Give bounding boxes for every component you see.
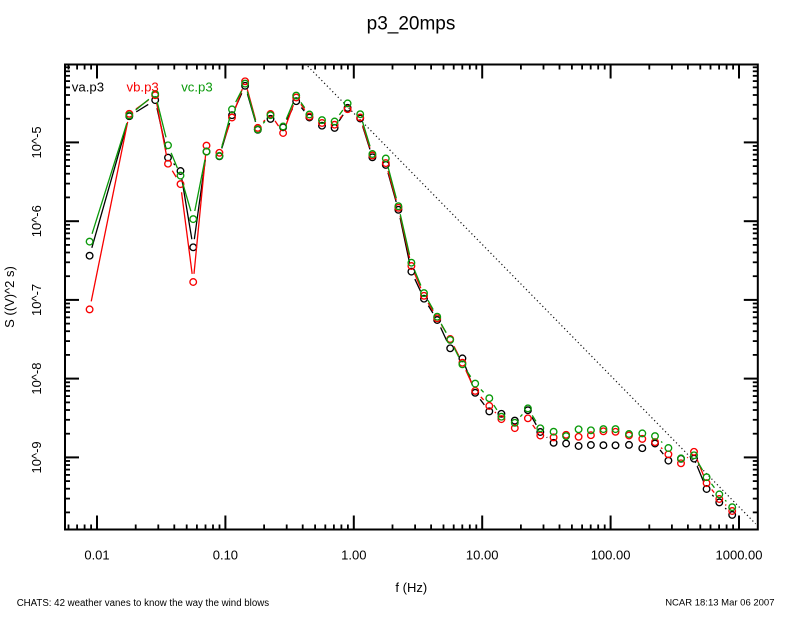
svg-text:10.00: 10.00 xyxy=(466,548,499,563)
svg-text:1000.00: 1000.00 xyxy=(716,548,763,563)
svg-text:100.00: 100.00 xyxy=(591,548,631,563)
svg-text:10^-7: 10^-7 xyxy=(29,284,44,316)
svg-text:f (Hz): f (Hz) xyxy=(395,580,427,595)
svg-text:vc.p3: vc.p3 xyxy=(181,80,213,95)
svg-text:p3_20mps: p3_20mps xyxy=(367,14,456,35)
svg-text:NCAR 18:13 Mar 06 2007: NCAR 18:13 Mar 06 2007 xyxy=(665,598,774,609)
svg-text:10^-9: 10^-9 xyxy=(29,441,44,473)
svg-text:S ((V)^2 s): S ((V)^2 s) xyxy=(2,266,17,328)
svg-text:va.p3: va.p3 xyxy=(72,80,104,95)
svg-text:10^-8: 10^-8 xyxy=(29,363,44,395)
svg-text:0.01: 0.01 xyxy=(84,548,109,563)
svg-text:10^-6: 10^-6 xyxy=(29,205,44,237)
svg-text:CHATS: 42 weather vanes to kno: CHATS: 42 weather vanes to know the way … xyxy=(17,598,270,609)
svg-text:vb.p3: vb.p3 xyxy=(127,80,159,95)
svg-text:0.10: 0.10 xyxy=(213,548,238,563)
svg-text:1.00: 1.00 xyxy=(341,548,366,563)
svg-text:10^-5: 10^-5 xyxy=(29,126,44,158)
